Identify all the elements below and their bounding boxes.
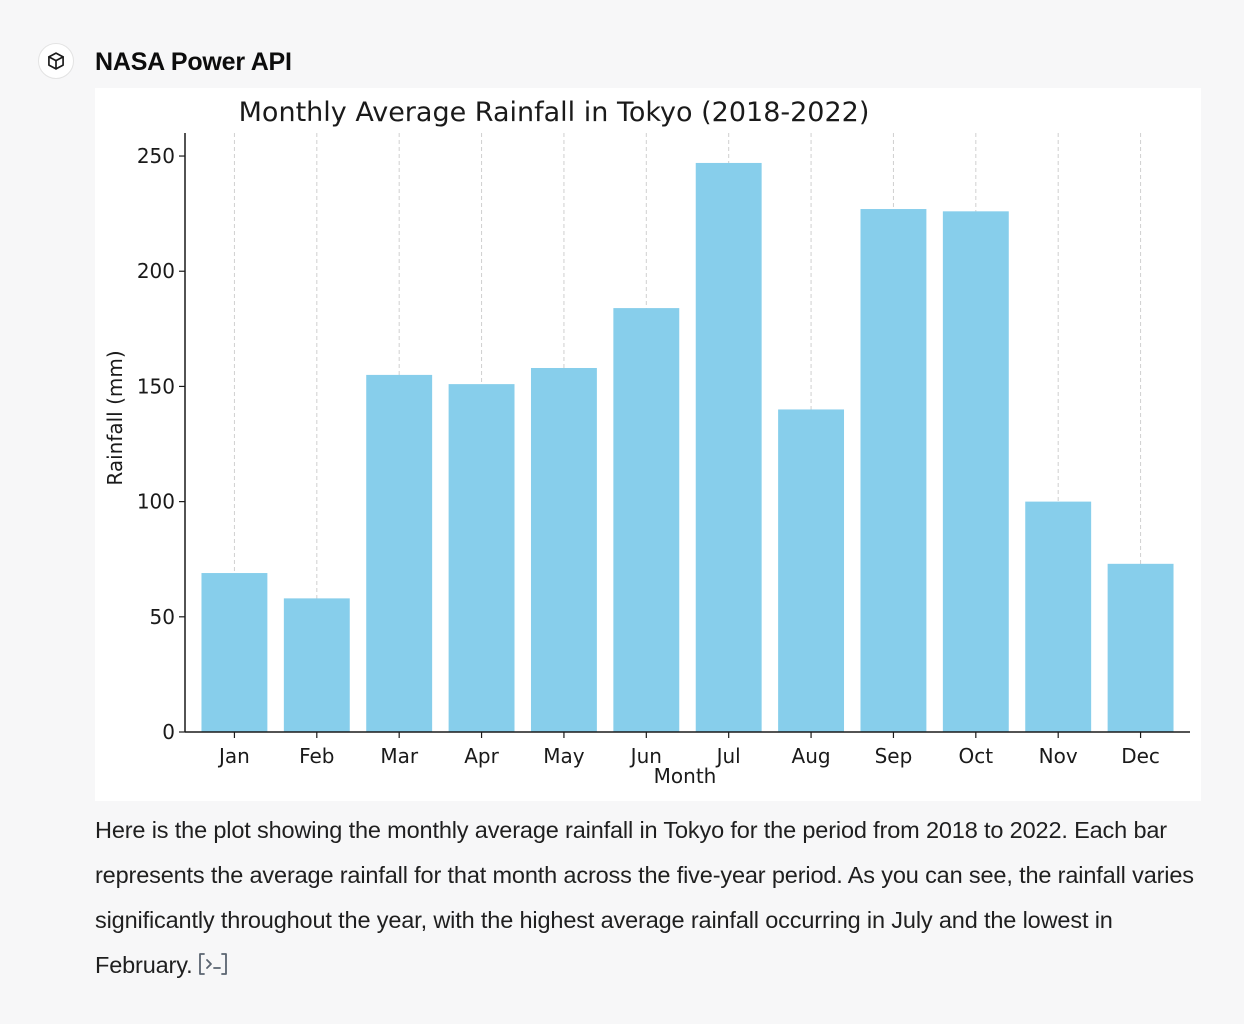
x-tick-label: Dec <box>1121 744 1160 768</box>
y-tick-label: 250 <box>137 144 175 168</box>
x-tick-label: Aug <box>792 744 831 768</box>
x-tick-label: Jun <box>629 744 662 768</box>
response-body: Here is the plot showing the monthly ave… <box>95 817 1194 978</box>
bar-feb <box>283 598 350 732</box>
sender-name: NASA Power API <box>95 48 292 76</box>
x-tick-label: Oct <box>959 744 994 768</box>
axis-layer <box>184 133 1190 733</box>
bar-aug <box>778 409 845 732</box>
bar-sep <box>860 209 927 732</box>
bar-jul <box>695 162 762 732</box>
y-tick-label: 100 <box>137 490 175 514</box>
x-tick-label: Jan <box>217 744 250 768</box>
chart-panel: Jan Feb Mar Apr May Jun Jul Aug Sep Oct Nov Dec 0 50 1… <box>95 88 1201 801</box>
bar-jun <box>613 308 680 732</box>
chart-title: Monthly Average Rainfall in Tokyo (2018-… <box>239 97 870 128</box>
x-tick-label: Jul <box>715 744 741 768</box>
bar-jan <box>201 573 268 732</box>
bar-mar <box>366 374 433 732</box>
bar-layer <box>201 162 1174 732</box>
x-tick-label: Feb <box>299 744 334 768</box>
avatar <box>38 43 74 79</box>
y-tick-label: 50 <box>150 605 175 629</box>
x-tick-label: Mar <box>380 744 419 768</box>
x-tick-label: Apr <box>464 744 499 768</box>
rainfall-bar-chart: Jan Feb Mar Apr May Jun Jul Aug Sep Oct Nov Dec 0 50 1… <box>103 97 1190 788</box>
y-tick-label: 150 <box>137 374 175 398</box>
bar-apr <box>448 384 515 732</box>
response-text: Here is the plot showing the monthly ave… <box>95 808 1205 988</box>
y-tick-label: 200 <box>137 259 175 283</box>
cube-icon <box>48 52 64 70</box>
bar-oct <box>942 211 1009 732</box>
bar-dec <box>1107 563 1174 732</box>
x-tick-label: May <box>543 744 585 768</box>
x-axis-label: Month <box>654 764 717 788</box>
y-axis-label: Rainfall (mm) <box>103 350 127 485</box>
x-tick-label: Nov <box>1039 744 1078 768</box>
y-tick-label: 0 <box>162 720 175 744</box>
bar-nov <box>1025 501 1092 732</box>
tick-layer: Jan Feb Mar Apr May Jun Jul Aug Sep Oct Nov Dec 0 50 1… <box>137 144 1160 768</box>
x-tick-label: Sep <box>875 744 913 768</box>
bar-may <box>530 367 597 732</box>
code-output-icon[interactable] <box>198 952 228 976</box>
